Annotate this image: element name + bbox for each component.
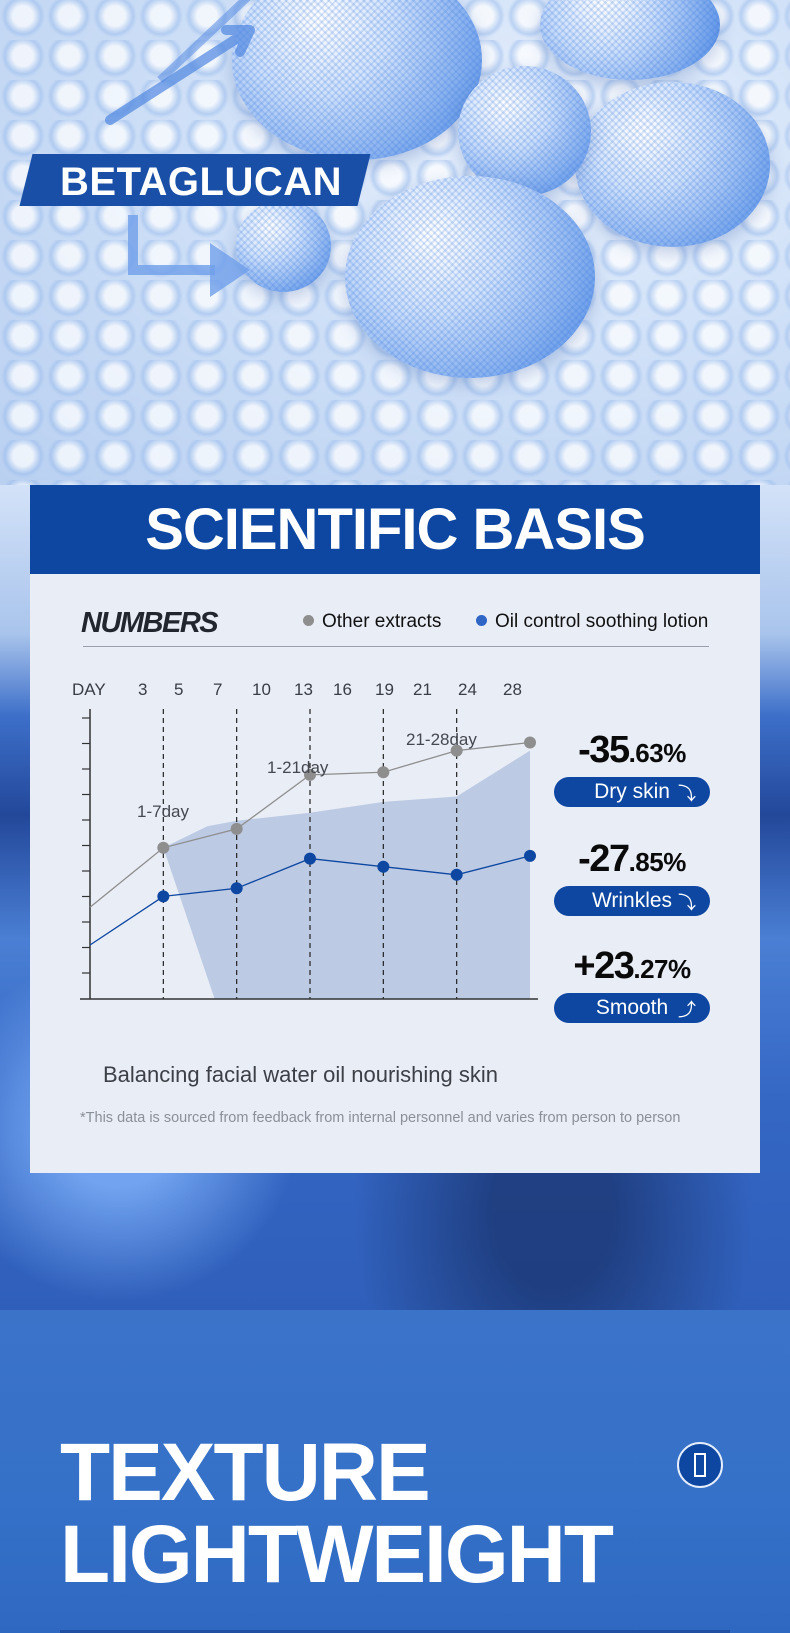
stat-dry-skin: -35.63% Dry skin ⤵ (554, 730, 710, 807)
x-tick-label: 21 (413, 680, 432, 699)
texture-title-line1: TEXTURE (60, 1427, 431, 1518)
numbers-heading: NUMBERS (81, 607, 219, 639)
x-axis-label: DAY (72, 680, 106, 699)
stat-label-pill: Wrinkles ⤵ (554, 886, 710, 916)
phase-annotation: 1-21day (267, 758, 329, 777)
info-icon (694, 1453, 706, 1477)
chart-caption: Balancing facial water oil nourishing sk… (103, 1062, 498, 1087)
data-point (304, 768, 316, 781)
shaded-area (163, 750, 531, 999)
phase-annotation: 21-28day (406, 730, 477, 749)
molecule-sphere (345, 176, 595, 378)
legend-item-other: Other extracts (303, 611, 441, 633)
x-tick-label: 28 (503, 680, 522, 699)
legend-label: Other extracts (322, 611, 442, 632)
section-title: SCIENTIFIC BASIS (30, 485, 760, 574)
stat-label-pill: Dry skin ⤵ (554, 777, 710, 807)
stat-value: -27.85% (578, 838, 686, 880)
texture-title-line2: LIGHTWEIGHT (60, 1509, 614, 1600)
arrow-down-icon: ⤵ (678, 893, 696, 913)
x-tick-label: 16 (333, 680, 352, 699)
data-point (450, 868, 463, 881)
x-tick-label: 5 (174, 680, 183, 699)
x-tick-label: 19 (375, 680, 394, 699)
stat-wrinkles: -27.85% Wrinkles ⤵ (554, 839, 710, 916)
arrow-down-icon: ⤵ (678, 784, 696, 804)
data-point (524, 736, 536, 749)
legend-label: Oil control soothing lotion (495, 611, 709, 632)
x-tick-label: 7 (213, 680, 222, 699)
x-tick-label: 24 (458, 680, 477, 699)
elbow-arrow-icon (128, 215, 250, 297)
hero-banner: BETAGLUCAN (0, 0, 790, 485)
stat-value: +23.27% (573, 945, 691, 987)
ingredient-tag-label: BETAGLUCAN (60, 160, 343, 204)
stat-label-pill: Smooth ⤴ (554, 993, 710, 1023)
texture-section: TEXTURE LIGHTWEIGHT (0, 1310, 790, 1633)
data-point (377, 766, 390, 779)
legend-dot-blue (476, 615, 487, 626)
data-point (304, 852, 316, 865)
texture-title: TEXTURE LIGHTWEIGHT (60, 1427, 614, 1600)
molecule-sphere (232, 0, 482, 160)
data-point (450, 744, 463, 757)
data-point (377, 860, 390, 873)
molecule-sphere (458, 66, 591, 196)
arrow-icon (105, 0, 255, 125)
bottom-divider (60, 1630, 730, 1633)
line-chart: DAY 3 5 7 10 13 16 19 21 24 28 1-7day 1-21day 21-28da… (72, 680, 538, 1000)
molecule-sphere (575, 82, 770, 247)
data-point (230, 822, 243, 835)
data-point (157, 841, 170, 854)
x-tick-label: 3 (138, 680, 147, 699)
data-point (230, 882, 243, 895)
x-tick-label: 10 (252, 680, 271, 699)
phase-annotation: 1-7day (137, 802, 189, 821)
stat-smooth: +23.27% Smooth ⤴ (554, 946, 710, 1023)
divider (83, 646, 709, 647)
molecule-sphere (236, 200, 331, 292)
data-point (157, 890, 170, 903)
data-footnote: *This data is sourced from feedback from… (80, 1110, 681, 1126)
x-tick-label: 13 (294, 680, 313, 699)
info-button[interactable] (677, 1442, 723, 1488)
legend-item-lotion: Oil control soothing lotion (476, 611, 708, 633)
legend-dot-gray (303, 615, 314, 626)
arrow-up-icon: ⤴ (678, 1000, 696, 1020)
data-point (524, 849, 536, 862)
stat-value: -35.63% (578, 729, 686, 771)
